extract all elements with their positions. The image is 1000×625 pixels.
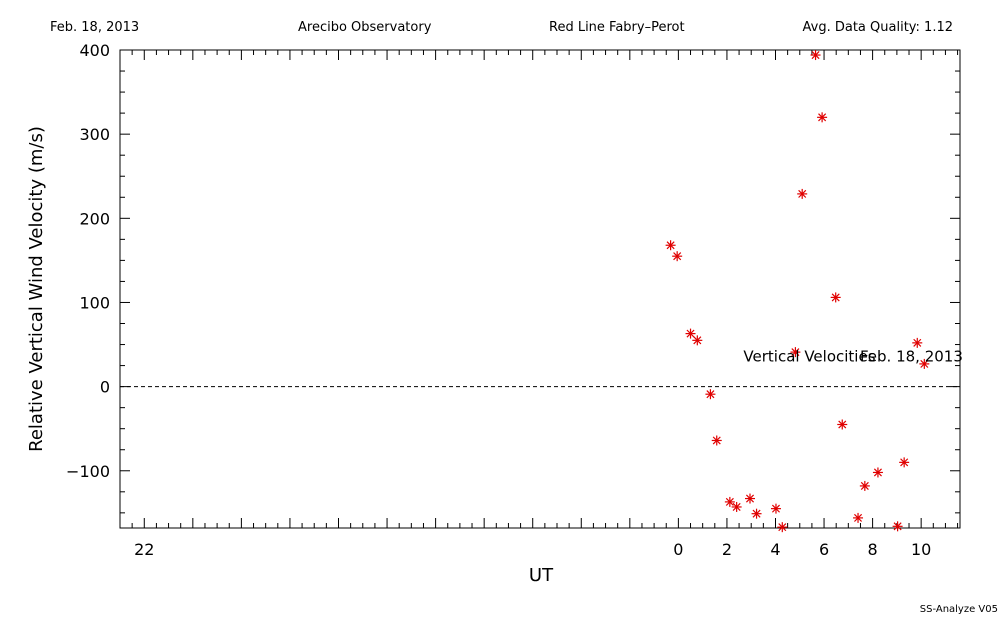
y-axis-tick-labels: 400 300 200 100 0 −100 <box>66 41 110 481</box>
data-point <box>745 493 755 504</box>
data-point <box>810 50 821 61</box>
y-tick-label: 400 <box>79 41 110 60</box>
data-point <box>919 358 930 369</box>
header-quality: Avg. Data Quality: 1.12 <box>803 20 953 35</box>
footer-software: SS-Analyze V05 <box>920 604 998 615</box>
x-axis-tick-labels: 22 0 2 4 6 8 10 <box>134 540 931 559</box>
x-tick-label: 4 <box>770 540 780 559</box>
data-point <box>912 337 923 348</box>
y-axis-ticks <box>120 49 960 514</box>
x-tick-label: 10 <box>911 540 931 559</box>
y-tick-label: 300 <box>79 125 110 144</box>
data-point <box>705 389 716 400</box>
header-date: Feb. 18, 2013 <box>50 20 139 35</box>
data-point <box>817 112 828 123</box>
data-point <box>751 508 762 519</box>
data-point <box>837 419 848 430</box>
header-instrument: Red Line Fabry–Perot <box>549 20 685 35</box>
data-point <box>899 457 910 468</box>
y-tick-label: 200 <box>79 209 110 228</box>
header-observatory: Arecibo Observatory <box>298 20 432 35</box>
chart-annotation: Vertical Velocities <box>743 347 875 365</box>
data-point <box>830 292 841 303</box>
data-point <box>797 188 808 199</box>
x-tick-label: 2 <box>722 540 732 559</box>
x-tick-label: 0 <box>673 540 683 559</box>
x-tick-label: 8 <box>868 540 878 559</box>
data-point <box>859 480 870 491</box>
data-point <box>672 251 683 262</box>
x-axis-ticks <box>119 50 959 528</box>
data-point <box>790 347 801 358</box>
x-axis-label: UT <box>529 565 554 586</box>
data-point <box>872 467 883 478</box>
data-point <box>731 501 742 512</box>
data-point <box>685 328 696 339</box>
data-point <box>724 496 735 507</box>
y-axis-label: Relative Vertical Wind Velocity (m/s) <box>26 126 47 452</box>
y-tick-label: 0 <box>100 378 110 397</box>
data-point <box>777 522 788 533</box>
data-point <box>665 240 676 251</box>
data-point <box>711 435 722 446</box>
x-tick-label: 22 <box>134 540 154 559</box>
plot-frame <box>119 49 961 529</box>
y-tick-label: 100 <box>79 293 110 312</box>
data-points <box>665 50 930 533</box>
x-tick-label: 6 <box>819 540 829 559</box>
data-point <box>892 521 903 532</box>
data-point <box>770 503 781 514</box>
data-point <box>853 512 864 523</box>
y-tick-label: −100 <box>66 462 110 481</box>
chart-annotation: Feb. 18, 2013 <box>860 347 963 365</box>
data-point <box>692 335 703 346</box>
